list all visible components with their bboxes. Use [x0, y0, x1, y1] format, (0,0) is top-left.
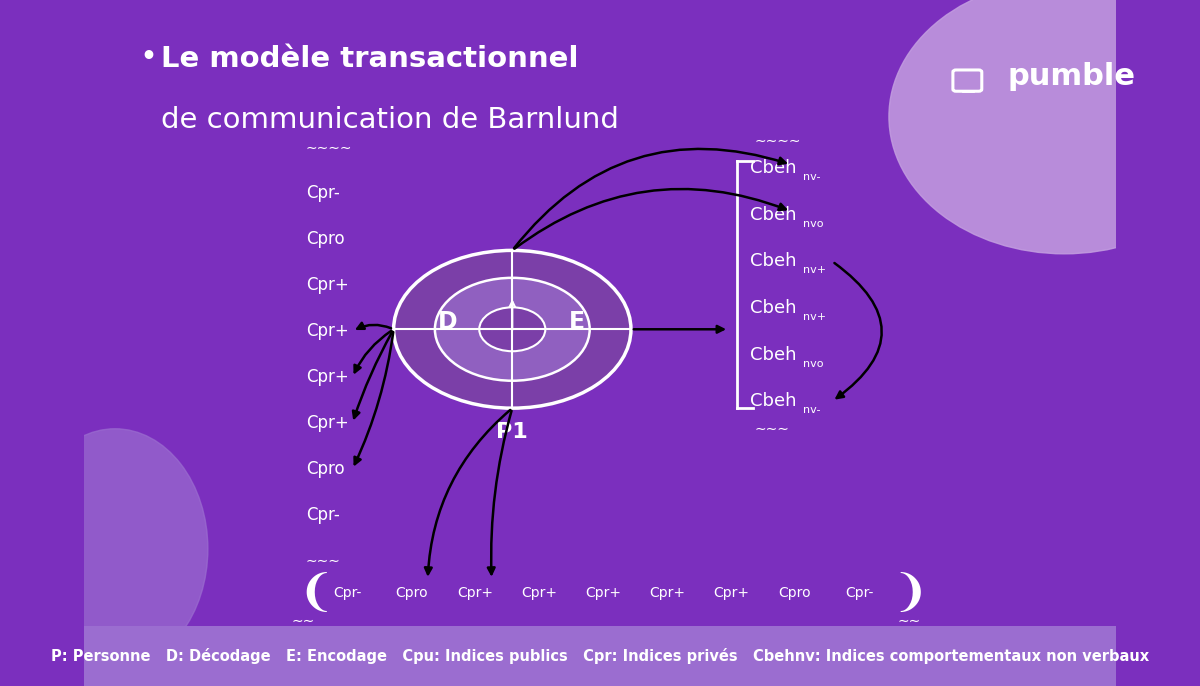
- Circle shape: [394, 250, 631, 408]
- Text: ∼∼∼: ∼∼∼: [755, 422, 790, 436]
- FancyArrowPatch shape: [514, 149, 786, 248]
- Text: Cpr+: Cpr+: [521, 587, 557, 600]
- FancyArrowPatch shape: [425, 410, 510, 574]
- Text: ❩: ❩: [890, 572, 928, 615]
- Text: nvo: nvo: [803, 359, 823, 368]
- Text: nvo: nvo: [803, 219, 823, 228]
- FancyArrowPatch shape: [354, 331, 391, 372]
- Text: Cpr+: Cpr+: [306, 368, 349, 386]
- Ellipse shape: [889, 0, 1200, 254]
- Text: pumble: pumble: [1008, 62, 1135, 91]
- Text: nv-: nv-: [803, 405, 821, 415]
- Text: Cpr+: Cpr+: [649, 587, 685, 600]
- Text: Cpro: Cpro: [306, 460, 344, 478]
- Text: Cpr+: Cpr+: [306, 322, 349, 340]
- Text: Cpr+: Cpr+: [457, 587, 493, 600]
- FancyArrowPatch shape: [353, 332, 392, 418]
- Text: ∼∼∼: ∼∼∼: [306, 554, 341, 568]
- Text: Cpr-: Cpr-: [334, 587, 361, 600]
- Text: Cpro: Cpro: [306, 230, 344, 248]
- Text: Cbeh: Cbeh: [750, 206, 796, 224]
- Text: de communication de Barnlund: de communication de Barnlund: [162, 106, 619, 134]
- Text: ∼∼∼∼: ∼∼∼∼: [306, 141, 353, 154]
- Text: Cbeh: Cbeh: [750, 346, 796, 364]
- Text: Le modèle transactionnel: Le modèle transactionnel: [162, 45, 578, 73]
- FancyArrowPatch shape: [515, 189, 786, 249]
- Text: P: Personne   D: Décodage   E: Encodage   Cpu: Indices publics   Cpr: Indices pr: P: Personne D: Décodage E: Encodage Cpu:…: [50, 648, 1150, 664]
- Text: nv+: nv+: [803, 265, 827, 275]
- Text: nv-: nv-: [803, 172, 821, 182]
- Text: Cpr-: Cpr-: [306, 506, 340, 524]
- Text: D: D: [438, 311, 457, 334]
- Text: Cpro: Cpro: [395, 587, 427, 600]
- FancyArrowPatch shape: [488, 411, 511, 574]
- FancyArrowPatch shape: [634, 326, 724, 333]
- Text: Cpr+: Cpr+: [713, 587, 749, 600]
- Text: E: E: [569, 311, 586, 334]
- Text: Cpr+: Cpr+: [306, 276, 349, 294]
- Text: Cpr+: Cpr+: [306, 414, 349, 432]
- Text: Cpr+: Cpr+: [586, 587, 622, 600]
- Text: Cbeh: Cbeh: [750, 299, 796, 317]
- Text: Cpr-: Cpr-: [845, 587, 874, 600]
- Text: ∼∼: ∼∼: [898, 614, 922, 628]
- Text: Cbeh: Cbeh: [750, 392, 796, 410]
- FancyArrowPatch shape: [354, 332, 394, 464]
- Text: Cbeh: Cbeh: [750, 159, 796, 177]
- Text: Cbeh: Cbeh: [750, 252, 796, 270]
- Text: ∼∼∼∼: ∼∼∼∼: [755, 134, 802, 147]
- Text: •: •: [140, 45, 157, 69]
- Circle shape: [434, 278, 589, 381]
- FancyArrowPatch shape: [834, 263, 882, 398]
- Text: nv+: nv+: [803, 312, 827, 322]
- Bar: [84, 626, 1116, 686]
- FancyArrowPatch shape: [358, 323, 391, 329]
- Text: Cpro: Cpro: [779, 587, 811, 600]
- Circle shape: [479, 307, 545, 351]
- Text: Cpr-: Cpr-: [306, 185, 340, 202]
- Text: ❨: ❨: [298, 572, 335, 615]
- Text: ∼∼: ∼∼: [292, 614, 314, 628]
- Ellipse shape: [22, 429, 208, 669]
- Text: P1: P1: [497, 422, 528, 442]
